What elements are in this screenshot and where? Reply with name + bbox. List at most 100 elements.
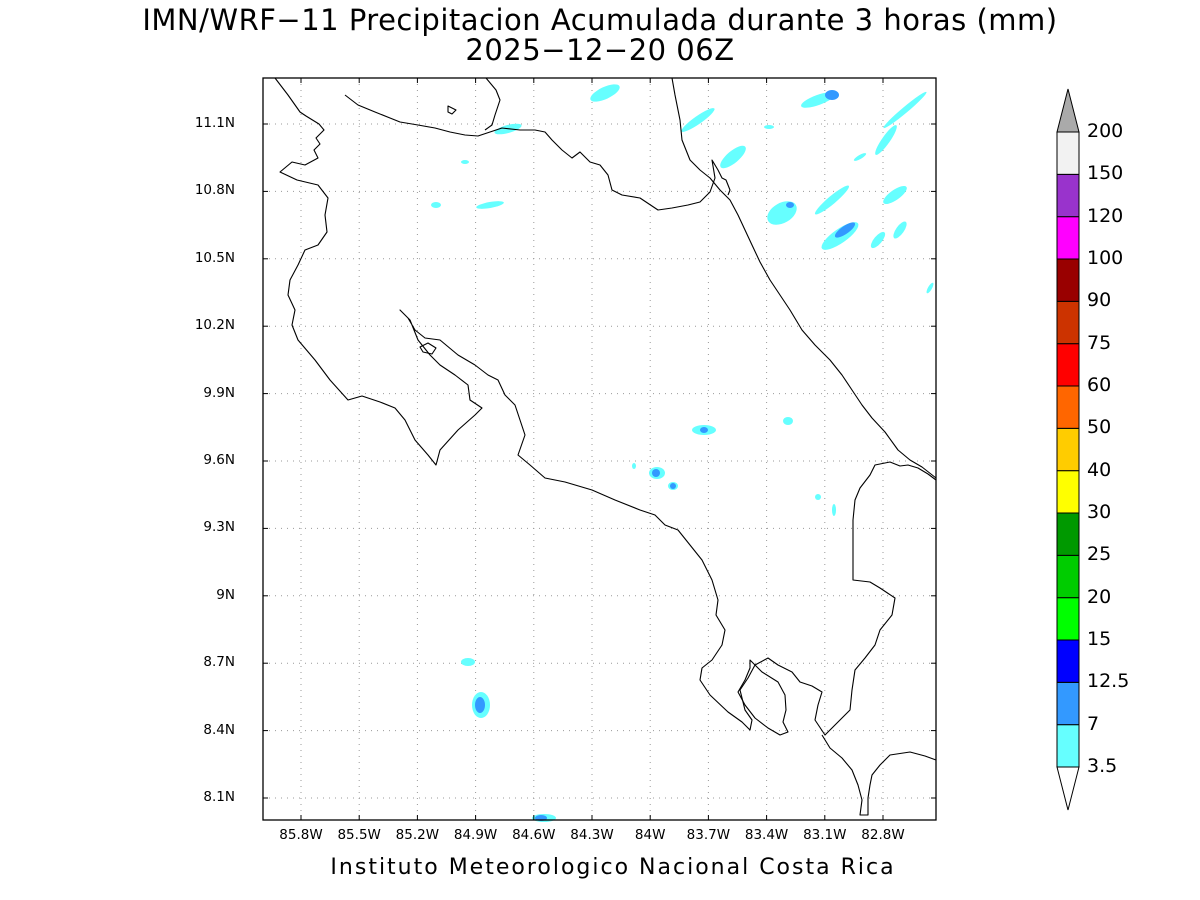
colorbar-label: 3.5 (1087, 755, 1118, 777)
precip-area (883, 185, 907, 205)
lon-label: 85.5W (337, 827, 381, 843)
coastlines (274, 77, 937, 816)
precip-area (720, 145, 746, 169)
lat-label: 8.1N (203, 789, 235, 805)
precip-core (475, 697, 485, 713)
map-subtitle-date: 2025−12−20 06Z (465, 33, 735, 67)
lat-label: 10.8N (194, 182, 235, 199)
lat-label: 9.6N (203, 452, 235, 468)
map-title: IMN/WRF−11 Precipitacion Acumulada duran… (142, 3, 1058, 37)
colorbar-segment (1056, 216, 1080, 260)
axis-ticks (263, 78, 936, 820)
precip-area (431, 202, 441, 208)
lon-label: 85.2W (395, 827, 440, 843)
colorbar-segment (1056, 131, 1080, 175)
precip-area (926, 282, 934, 294)
precipitation-areas (431, 84, 934, 822)
nicaragua-coast-north (274, 77, 937, 736)
colorbar-segment (1056, 639, 1080, 683)
precip-area (764, 125, 774, 129)
precip-core (670, 483, 676, 489)
lat-label: 10.2N (194, 317, 235, 334)
colorbar-label: 60 (1087, 374, 1112, 396)
colorbar-bottom-arrow (1056, 766, 1080, 811)
peninsula-shore (737, 659, 789, 736)
precip-area (590, 84, 620, 102)
costa-rica-north-border (344, 94, 731, 211)
colorbar-segment (1056, 597, 1080, 641)
precip-area (815, 494, 821, 500)
precip-area (853, 153, 867, 161)
colorbar-label: 25 (1087, 543, 1112, 566)
lon-label: 83.1W (803, 827, 847, 843)
map-grid (263, 78, 936, 820)
precip-core (825, 90, 839, 100)
colorbar-segment (1056, 258, 1080, 302)
colorbar-label: 120 (1087, 204, 1124, 227)
nicaragua-coast-upper (484, 77, 501, 131)
lon-label: 83.4W (744, 827, 789, 843)
island (447, 105, 457, 115)
island (419, 342, 437, 355)
colorbar-label: 200 (1087, 120, 1124, 142)
colorbar-label: 7 (1087, 712, 1100, 735)
colorbar-label: 75 (1087, 331, 1112, 354)
colorbar-segment (1056, 724, 1080, 768)
precip-area (893, 221, 907, 239)
lat-label: 10.5N (194, 249, 235, 266)
colorbar-segment (1056, 343, 1080, 387)
caribbean-coast (671, 77, 937, 479)
colorbar-label: 150 (1087, 162, 1124, 185)
colorbar-label: 50 (1087, 416, 1112, 439)
precip-area (767, 201, 797, 225)
colorbar-top-arrow (1056, 88, 1080, 133)
map-frame (262, 77, 937, 821)
lat-label: 9.9N (203, 384, 235, 401)
lat-label: 9.3N (203, 519, 235, 536)
colorbar-segment (1056, 173, 1080, 218)
colorbar-label: 20 (1087, 585, 1112, 608)
lon-label: 83.7W (686, 827, 731, 843)
colorbar-label: 100 (1087, 247, 1124, 269)
colorbar-segment (1056, 470, 1080, 514)
precip-area (632, 463, 636, 469)
precip-area (870, 231, 886, 249)
precip-area (681, 108, 715, 132)
precip-core (652, 469, 660, 477)
precipitation-cores (475, 90, 856, 821)
panama-border-south (821, 734, 937, 816)
precip-area (461, 658, 475, 666)
lon-label: 85.8W (279, 827, 323, 843)
lon-label: 82.8W (861, 827, 905, 843)
lat-label: 9N (216, 586, 235, 603)
colorbar-label: 12.5 (1087, 670, 1130, 693)
colorbar (1056, 88, 1080, 811)
lat-label: 8.7N (203, 654, 235, 671)
precip-area (461, 160, 469, 164)
colorbar-label: 15 (1087, 628, 1112, 650)
colorbar-segment (1056, 300, 1080, 345)
colorbar-label: 90 (1087, 289, 1112, 312)
colorbar-segment (1056, 681, 1080, 726)
colorbar-segment (1056, 427, 1080, 472)
precip-core (834, 222, 856, 238)
lon-label: 84W (634, 827, 666, 843)
precip-area (875, 125, 897, 155)
credit-text: Instituto Meteorologico Nacional Costa R… (330, 855, 896, 880)
lon-label: 84.3W (570, 827, 614, 843)
lat-label: 11.1N (194, 115, 235, 131)
colorbar-segment (1056, 512, 1080, 556)
precip-area (476, 201, 504, 209)
lon-label: 84.9W (453, 827, 498, 843)
precip-area (883, 91, 927, 129)
colorbar-label: 40 (1087, 458, 1112, 481)
precip-core (700, 427, 708, 433)
precip-area (783, 417, 793, 425)
lat-label: 8.4N (203, 721, 235, 738)
colorbar-label: 30 (1087, 501, 1112, 523)
precip-area (832, 504, 836, 516)
colorbar-segment (1056, 554, 1080, 599)
precip-core (786, 202, 794, 208)
colorbar-segment (1056, 385, 1080, 429)
